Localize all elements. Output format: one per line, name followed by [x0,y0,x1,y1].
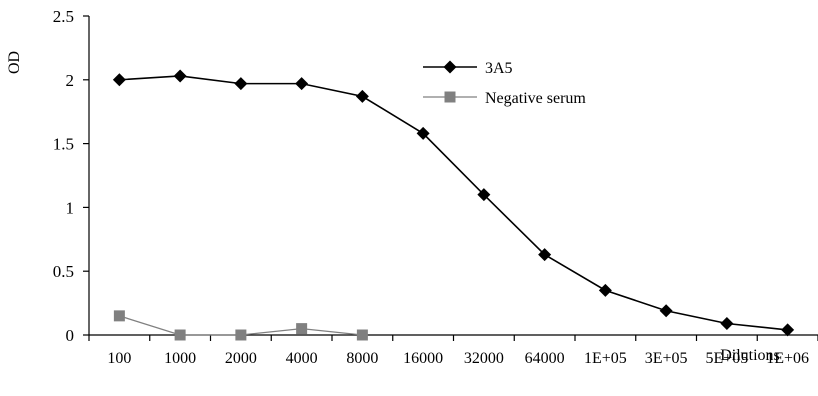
data-point [720,317,734,331]
x-axis-label: Dilutions [720,347,780,364]
x-axis-ticks: 100 1000 2000 4000 8000 16000 32000 64000 1E+05 3… [88,335,818,367]
data-point [477,188,491,202]
legend-label: Negative serum [485,90,586,107]
axes: OD Dilutions [6,16,818,364]
data-point [235,329,247,341]
y-tick-label: 0.5 [53,262,74,281]
x-tick-label: 32000 [464,350,504,367]
data-point [234,77,248,91]
legend-marker [444,91,456,103]
legend-marker [443,60,457,74]
data-point [598,283,612,297]
data-point [538,248,552,262]
data-point [781,323,795,337]
legend-label: 3A5 [485,60,513,77]
data-point [659,304,673,318]
x-tick-label: 1E+05 [584,350,627,367]
legend-item: 3A5 [423,60,513,77]
legend-item: Negative serum [423,90,586,107]
x-tick-label: 100 [107,350,131,367]
data-point [355,89,369,103]
x-tick-label: 1E+06 [766,350,809,367]
y-tick-label: 2.5 [53,7,74,26]
data-point [296,323,308,335]
y-tick-label: 1 [66,198,75,217]
data-point [113,310,125,322]
x-tick-label: 2000 [225,350,257,367]
data-point [174,329,186,341]
x-tick-label: 4000 [286,350,318,367]
x-tick-label: 64000 [525,350,565,367]
series-negative-serum [113,310,368,341]
data-point [173,69,187,83]
x-tick-label: 5E+05 [705,350,748,367]
y-tick-label: 1.5 [53,135,74,154]
y-tick-label: 0 [66,326,75,345]
series-line [119,75,788,331]
x-tick-label: 16000 [403,350,443,367]
y-axis-label: OD [6,51,23,74]
data-point [356,329,368,341]
data-point [416,126,430,140]
y-axis-ticks: 0 0.5 1 1.5 2 2.5 [53,7,89,345]
legend: 3A5 Negative serum [423,60,586,107]
data-point [112,73,126,87]
series-layer [112,69,795,341]
series-3a5 [112,69,795,337]
data-point [295,77,309,91]
x-tick-label: 3E+05 [645,350,688,367]
y-tick-label: 2 [66,71,75,90]
x-tick-label: 1000 [164,350,196,367]
x-tick-label: 8000 [346,350,378,367]
